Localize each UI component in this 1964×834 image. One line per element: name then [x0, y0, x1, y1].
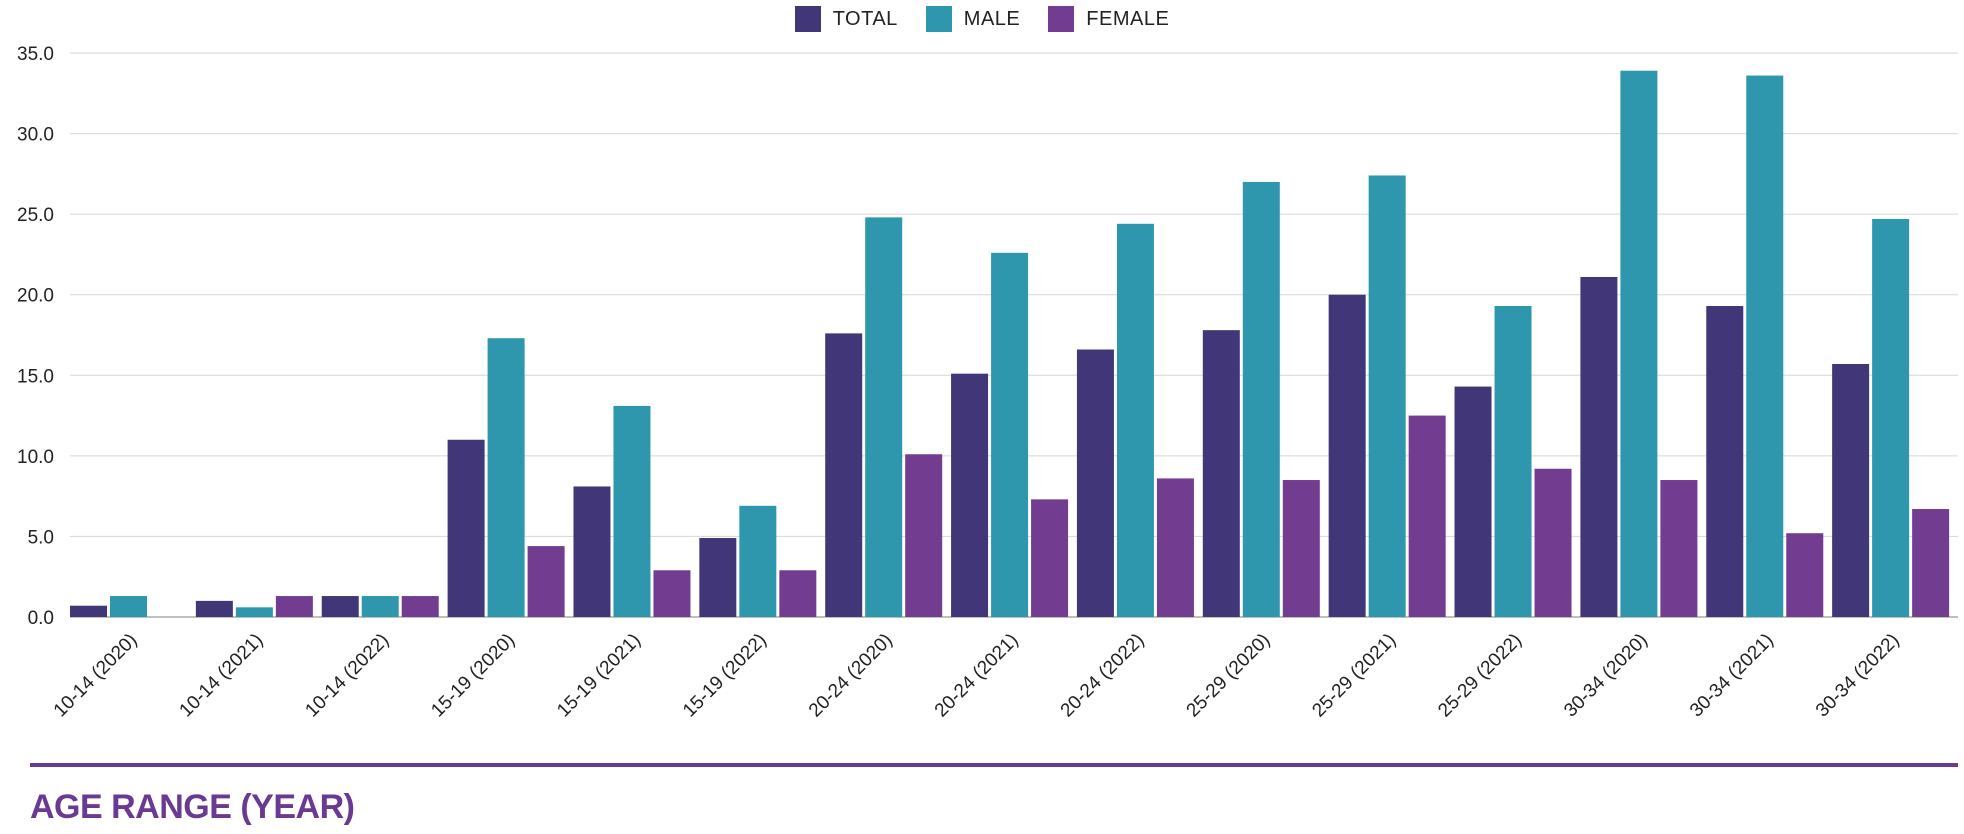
bar-male[interactable] [991, 252, 1029, 617]
x-tick-label: 10-14 (2020) [50, 630, 142, 722]
x-tick-label: 30-34 (2021) [1686, 630, 1778, 722]
y-tick-label: 0.0 [28, 608, 54, 629]
bar-total[interactable] [1202, 330, 1240, 617]
bar-male[interactable] [110, 596, 147, 617]
x-tick-label: 20-24 (2020) [805, 630, 897, 722]
bar-total[interactable] [825, 333, 863, 617]
bar-total[interactable] [1706, 305, 1744, 617]
bar-female[interactable] [401, 596, 439, 617]
bar-female[interactable] [1031, 499, 1069, 617]
legend-label-total: TOTAL [832, 7, 898, 30]
x-tick-label: 20-24 (2022) [1057, 630, 1149, 722]
bar-total[interactable] [1832, 364, 1870, 617]
bar-total[interactable] [1076, 349, 1114, 617]
bar-female[interactable] [1156, 478, 1194, 617]
bar-male[interactable] [1494, 305, 1532, 617]
bar-total[interactable] [1328, 294, 1366, 617]
bar-male[interactable] [235, 607, 273, 617]
x-tick-label: 30-34 (2022) [1812, 630, 1904, 722]
y-tick-label: 30.0 [17, 125, 54, 146]
footer-divider [30, 763, 1958, 767]
bar-total[interactable] [699, 538, 737, 617]
y-tick-label: 10.0 [17, 447, 54, 468]
bar-male[interactable] [1368, 175, 1406, 617]
y-tick-label: 20.0 [17, 286, 54, 307]
bar-chart: 0.0 5.0 10.0 15.0 20.0 25.0 30.0 35.0 10-14 (202… [17, 44, 1958, 722]
chart-legend: TOTAL MALE FEMALE [0, 6, 1964, 32]
bar-male[interactable] [1872, 218, 1910, 617]
x-tick-label: 15-19 (2021) [553, 630, 645, 722]
bar-total[interactable] [70, 605, 107, 617]
bar-total[interactable] [1454, 386, 1492, 617]
y-tick-label: 5.0 [28, 527, 54, 548]
legend-swatch-male [925, 6, 952, 32]
bar-female[interactable] [1534, 468, 1572, 617]
bar-female[interactable] [1660, 480, 1698, 617]
x-tick-label: 25-29 (2020) [1183, 630, 1275, 722]
bar-total[interactable] [447, 439, 485, 617]
bar-female[interactable] [1408, 415, 1446, 617]
legend-label-male: MALE [963, 7, 1021, 30]
y-tick-label: 25.0 [17, 205, 54, 226]
bar-male[interactable] [487, 338, 525, 617]
legend-swatch-female [1048, 6, 1075, 32]
bar-male[interactable] [361, 596, 399, 617]
bar-male[interactable] [1116, 223, 1154, 617]
bar-total[interactable] [573, 486, 611, 617]
x-tick-label: 30-34 (2020) [1560, 630, 1652, 722]
bar-total[interactable] [1580, 276, 1618, 617]
legend-item-male[interactable]: MALE [925, 6, 1021, 32]
bar-female[interactable] [275, 596, 313, 617]
y-tick-label: 15.0 [17, 366, 54, 387]
bar-male[interactable] [1242, 181, 1280, 617]
bar-male[interactable] [1620, 70, 1658, 618]
bar-male[interactable] [613, 405, 651, 617]
x-tick-label: 20-24 (2021) [931, 630, 1023, 722]
legend-item-female[interactable]: FEMALE [1048, 6, 1169, 32]
x-tick-label: 10-14 (2022) [301, 630, 393, 722]
bar-female[interactable] [653, 570, 691, 617]
legend-swatch-total [794, 6, 821, 32]
x-axis-title: AGE RANGE (YEAR) [30, 788, 355, 826]
bar-male[interactable] [865, 217, 903, 617]
bar-female[interactable] [905, 454, 943, 617]
bar-male[interactable] [1746, 75, 1784, 617]
bar-total[interactable] [321, 596, 359, 617]
bar-female[interactable] [1282, 480, 1320, 617]
x-tick-label: 15-19 (2022) [679, 630, 771, 722]
x-tick-label: 25-29 (2022) [1434, 630, 1526, 722]
x-tick-label: 10-14 (2021) [176, 630, 268, 722]
y-tick-label: 35.0 [17, 44, 54, 65]
x-tick-label: 15-19 (2020) [427, 630, 519, 722]
x-tick-label: 25-29 (2021) [1308, 630, 1400, 722]
legend-item-total[interactable]: TOTAL [794, 6, 898, 32]
bar-female[interactable] [1912, 509, 1950, 617]
bar-female[interactable] [527, 546, 565, 617]
bar-total[interactable] [195, 600, 233, 617]
bar-female[interactable] [1786, 533, 1824, 617]
bar-male[interactable] [739, 505, 777, 617]
legend-label-female: FEMALE [1086, 7, 1170, 30]
bar-total[interactable] [951, 373, 989, 617]
bar-female[interactable] [779, 570, 817, 617]
